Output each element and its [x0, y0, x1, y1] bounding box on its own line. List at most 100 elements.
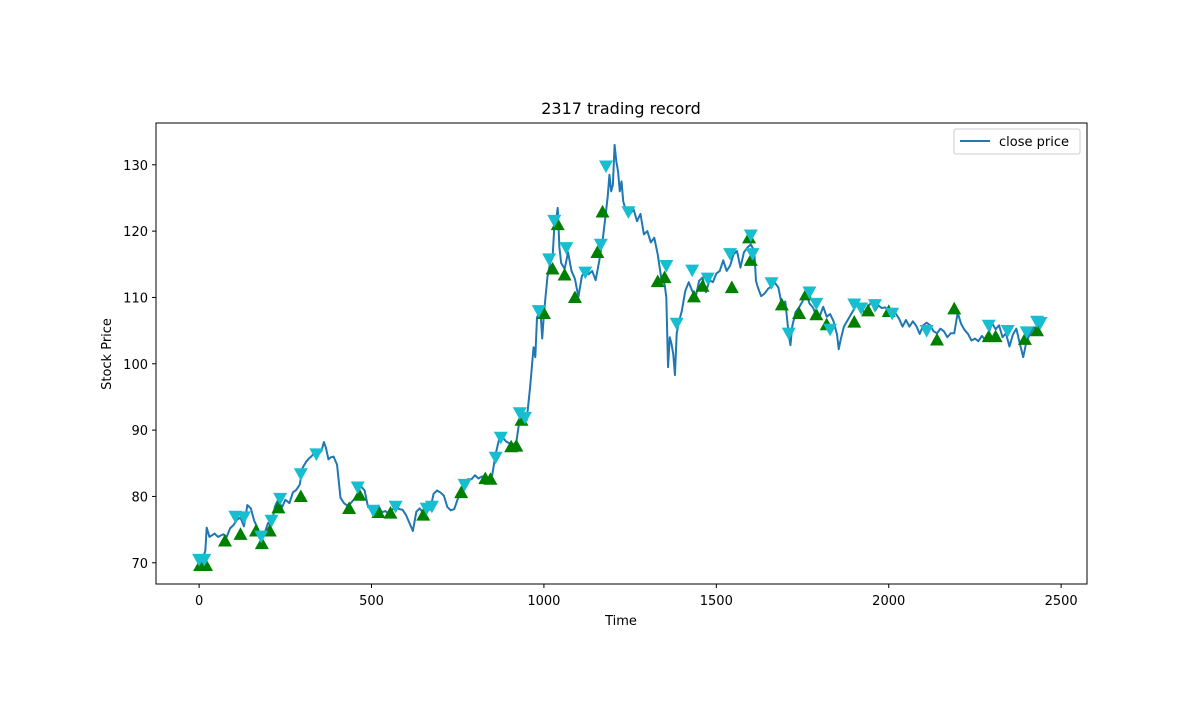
y-tick-label: 80: [131, 490, 148, 505]
x-tick-label: 1500: [700, 594, 733, 609]
y-axis: 70 80 90 100 110 120 130: [123, 159, 156, 572]
sell-marker: [578, 266, 593, 280]
sell-marker: [488, 451, 503, 465]
sell-marker: [745, 248, 760, 261]
buy-marker: [557, 267, 572, 281]
sell-marker: [685, 264, 700, 278]
buy-marker: [567, 290, 582, 304]
buy-marker: [988, 329, 1003, 343]
sell-marker: [669, 317, 684, 331]
buy-marker: [774, 297, 789, 311]
buy-marker: [695, 279, 710, 292]
buy-marker: [724, 280, 739, 294]
sell-marker: [659, 260, 674, 273]
buy-marker: [595, 204, 610, 218]
sell-marker: [388, 500, 403, 514]
buy-marker: [352, 488, 367, 501]
sell-marker: [531, 305, 546, 318]
y-tick-label: 90: [131, 424, 148, 439]
y-axis-label: Stock Price: [100, 318, 115, 390]
sell-marker: [781, 327, 796, 341]
buy-marker: [847, 314, 862, 328]
chart-title: 2317 trading record: [541, 99, 701, 118]
buy-marker: [342, 501, 357, 514]
buy-marker: [509, 439, 524, 452]
sell-marker: [593, 238, 608, 252]
sell-marker: [493, 431, 508, 445]
buy-marker: [743, 253, 758, 266]
sell-marker: [366, 504, 381, 518]
buy-marker: [650, 274, 665, 288]
buy-marker: [416, 508, 431, 521]
sell-marker: [264, 514, 279, 528]
buy-marker: [383, 506, 398, 519]
sell-marker: [1019, 326, 1034, 339]
y-tick-label: 130: [123, 159, 148, 174]
sell-marker: [1033, 317, 1048, 330]
x-tick-label: 2500: [1045, 594, 1078, 609]
sell-marker: [802, 286, 817, 300]
y-tick-label: 110: [123, 291, 148, 306]
sell-marker: [517, 411, 532, 425]
buy-marker: [1017, 332, 1032, 345]
sell-marker: [1000, 325, 1015, 338]
x-tick-label: 500: [359, 594, 384, 609]
x-tick-label: 0: [195, 594, 203, 609]
sell-marker: [743, 229, 758, 243]
sell-marker: [809, 297, 824, 311]
buy-marker: [233, 527, 248, 540]
plot-area: [155, 122, 1088, 585]
legend-label: close price: [999, 135, 1069, 150]
buy-marker: [254, 536, 269, 550]
buy-marker: [809, 307, 824, 321]
buy-marker: [454, 485, 469, 499]
sell-marker: [547, 214, 562, 228]
y-tick-label: 100: [123, 358, 148, 373]
sell-marker: [236, 511, 251, 525]
buy-marker: [293, 489, 308, 503]
sell-marker: [700, 272, 715, 286]
sell-marker: [350, 481, 365, 495]
buy-marker: [545, 261, 560, 275]
buy-marker: [657, 270, 672, 284]
sell-marker: [424, 500, 439, 514]
sell-marker: [559, 242, 574, 255]
buy-marker: [930, 332, 945, 346]
buy-marker: [217, 533, 232, 547]
buy-marker: [271, 500, 286, 514]
sell-marker: [847, 298, 862, 312]
sell-marker: [254, 530, 269, 544]
sell-marker: [723, 248, 738, 261]
sell-marker: [854, 302, 869, 316]
x-tick-label: 1000: [527, 594, 560, 609]
legend: close price: [953, 128, 1081, 155]
sell-marker: [273, 492, 288, 506]
buy-marker: [536, 306, 551, 319]
sell-marker: [293, 468, 308, 481]
sell-marker: [197, 553, 212, 567]
sell-marker: [542, 253, 557, 266]
buy-marker: [1030, 323, 1045, 337]
sell-marker: [885, 307, 900, 321]
y-tick-label: 70: [131, 557, 148, 572]
sell-marker: [764, 277, 779, 290]
buy-marker: [861, 303, 876, 317]
buy-marker: [198, 558, 213, 572]
buy-marker: [371, 505, 386, 518]
x-axis-label: Time: [604, 614, 637, 629]
plot-frame: [155, 122, 1088, 585]
sell-marker: [919, 325, 934, 338]
sell-marker-layer: [192, 160, 1048, 567]
buy-marker-layer: [193, 204, 1045, 572]
buy-marker: [792, 306, 807, 319]
sell-marker: [823, 323, 838, 337]
buy-marker: [686, 289, 701, 303]
x-axis: 0 500 1000 1500 2000 2500: [195, 584, 1078, 609]
buy-marker: [947, 301, 962, 315]
legend-box: [953, 128, 1081, 155]
sell-marker: [598, 160, 613, 174]
sell-marker: [621, 206, 636, 219]
y-tick-label: 120: [123, 225, 148, 240]
